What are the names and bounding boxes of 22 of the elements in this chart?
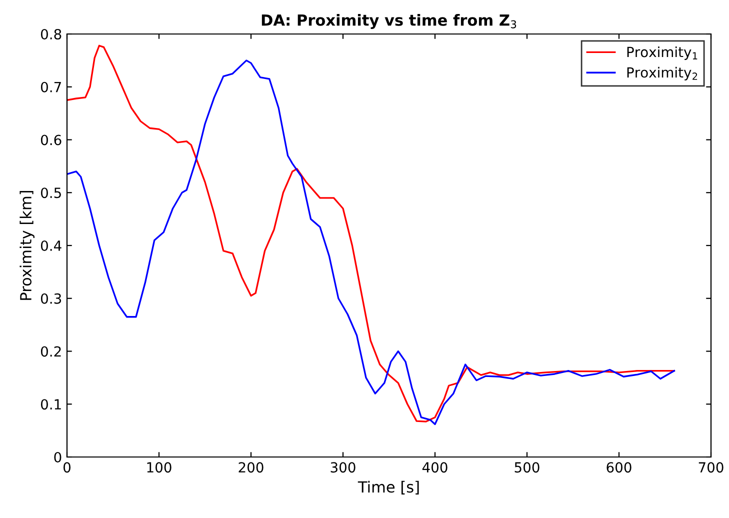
x-tick-label: 700 [698, 462, 724, 473]
y-tick-label: 0.4 [40, 240, 62, 251]
y-tick-label: 0.8 [40, 28, 62, 40]
x-tick-label: 500 [514, 462, 540, 473]
legend-label: Proximity$_{2}$ [627, 66, 698, 80]
y-tick-label: 0.5 [40, 188, 61, 198]
y-tick-label: 0.1 [40, 399, 61, 410]
y-tick-label: 0.7 [40, 82, 61, 92]
x-tick-label: 400 [422, 462, 448, 473]
x-tick-label: 300 [330, 462, 356, 473]
y-tick-label: 0.3 [40, 293, 62, 304]
legend-label: Proximity$_{1}$ [627, 46, 698, 60]
x-tick-label: 200 [238, 462, 264, 473]
y-tick-label: 0.2 [40, 346, 61, 357]
y-tick-label: 0.6 [40, 134, 62, 146]
y-axis-title: Proximity [km] [20, 190, 34, 300]
y-tick-label: 0 [54, 452, 62, 462]
chart-title: DA: Proximity vs time from Z$_{3}$ [262, 14, 516, 29]
x-tick-label: 100 [147, 462, 172, 473]
x-tick-label: 0 [63, 462, 70, 473]
x-axis-title: Time [s] [358, 480, 419, 494]
x-tick-label: 600 [606, 462, 632, 473]
